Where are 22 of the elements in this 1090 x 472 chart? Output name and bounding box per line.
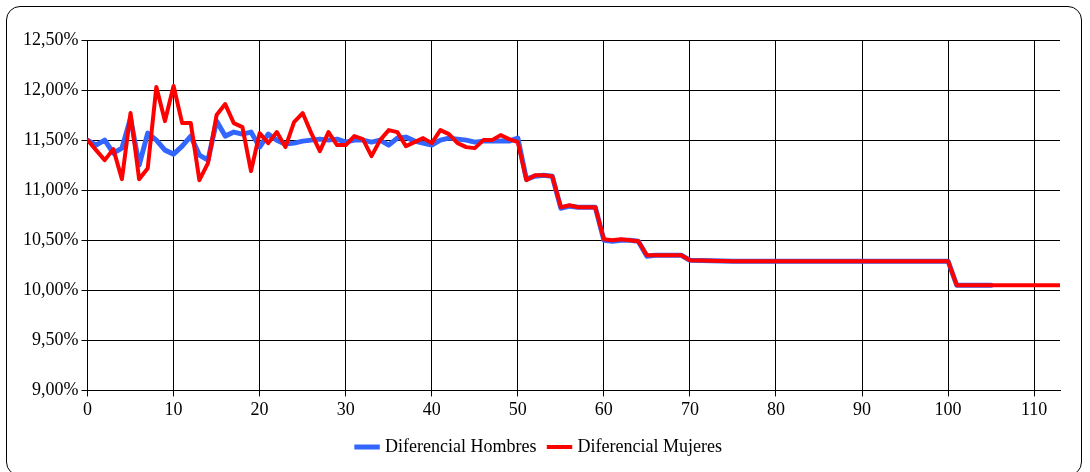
x-tick-label: 40 [422,398,441,419]
y-tick-label: 12,50% [22,28,79,49]
x-tick-label: 90 [853,398,872,419]
x-tick-label: 30 [336,398,355,419]
y-tick-label: 11,50% [23,128,79,149]
y-tick-label: 11,00% [23,178,79,199]
y-tick-label: 10,50% [22,228,79,249]
x-tick-label: 0 [82,398,92,419]
y-tick-label: 9,50% [31,329,79,350]
legend-label: Diferencial Mujeres [577,435,722,456]
x-tick-label: 70 [680,398,699,419]
x-tick-label: 10 [164,398,183,419]
y-tick-label: 9,00% [31,379,79,400]
x-tick-label: 110 [1021,398,1048,419]
x-tick-label: 20 [250,398,269,419]
x-tick-label: 50 [508,398,527,419]
legend-label: Diferencial Hombres [385,435,537,456]
x-tick-label: 60 [594,398,613,419]
x-tick-label: 100 [934,398,962,419]
y-tick-label: 10,00% [22,279,79,300]
x-tick-label: 80 [766,398,785,419]
y-tick-label: 12,00% [22,78,79,99]
